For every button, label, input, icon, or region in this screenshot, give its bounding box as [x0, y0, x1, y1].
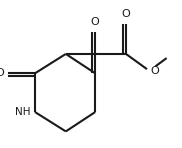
Text: O: O — [122, 9, 130, 19]
Text: O: O — [0, 68, 4, 78]
Text: O: O — [150, 66, 159, 75]
Text: O: O — [91, 17, 100, 27]
Text: NH: NH — [15, 107, 31, 117]
